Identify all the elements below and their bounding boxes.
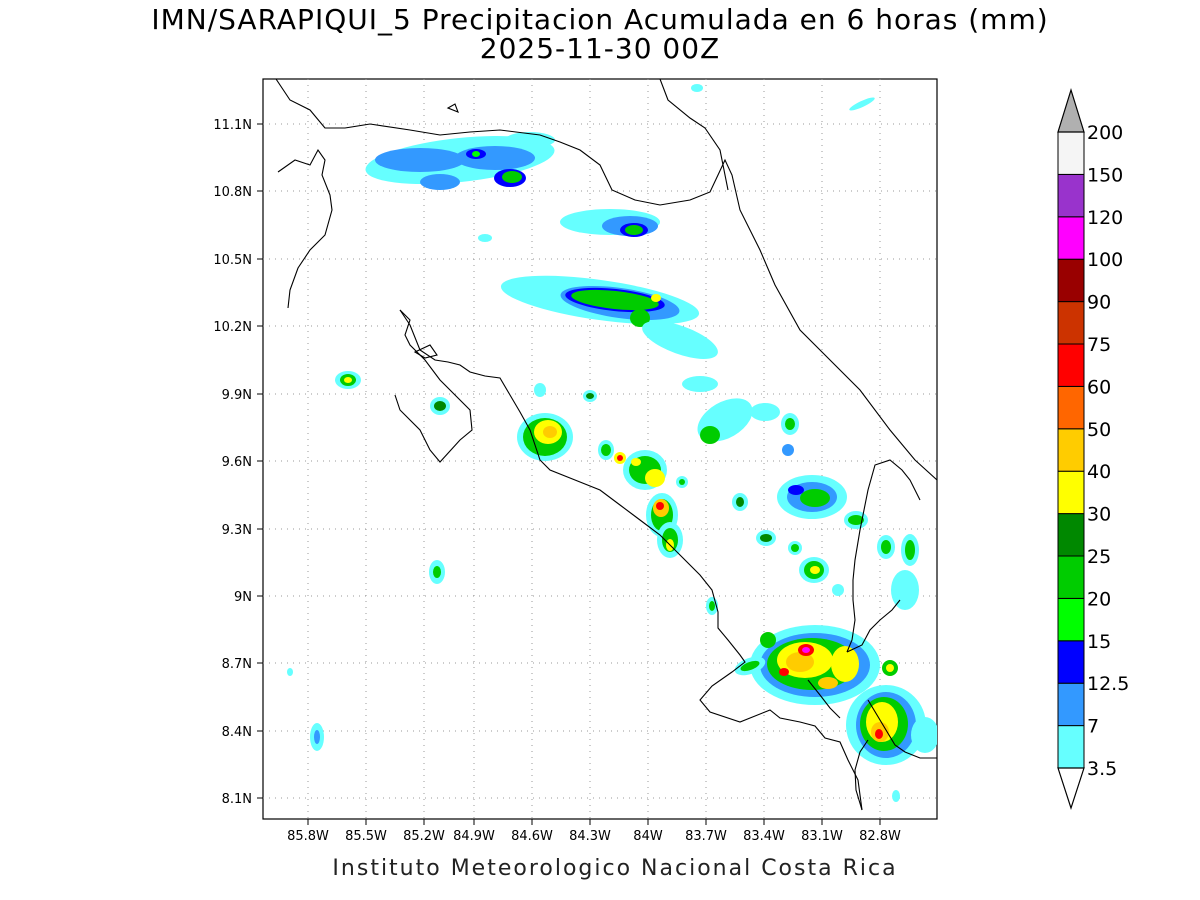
colorbar-label: 3.5	[1087, 758, 1117, 780]
colorbar-segment	[1057, 173, 1085, 218]
colorbar-segment	[1057, 725, 1085, 769]
lon-label: 83.1W	[801, 829, 843, 844]
colorbar-label: 7	[1087, 716, 1099, 738]
colorbar-segment	[1057, 258, 1085, 303]
colorbar-label: 20	[1087, 588, 1111, 610]
colorbar-label: 90	[1087, 292, 1111, 314]
lon-label: 84.6W	[511, 829, 553, 844]
footer-credit: Instituto Meteorologico Nacional Costa R…	[332, 856, 898, 881]
latitude-labels: 11.1N 10.8N 10.5N 10.2N 9.9N 9.6N 9.3N 9…	[213, 118, 252, 807]
colorbar-label: 15	[1087, 631, 1111, 653]
colorbar-label: 25	[1087, 546, 1111, 568]
lat-label: 9.6N	[222, 455, 252, 470]
longitude-labels: 85.8W 85.5W 85.2W 84.9W 84.6W 84.3W 84W …	[287, 829, 901, 844]
colorbar-segment	[1057, 216, 1085, 260]
colorbar-segment	[1057, 597, 1085, 642]
colorbar-segment	[1057, 682, 1085, 727]
lon-label: 82.8W	[859, 829, 901, 844]
colorbar-segments	[1057, 131, 1085, 769]
lon-label: 83.4W	[743, 829, 785, 844]
lat-label: 8.7N	[222, 657, 252, 672]
colorbar-segment	[1057, 428, 1085, 472]
lat-label: 11.1N	[213, 118, 252, 133]
colorbar-label: 50	[1087, 419, 1111, 441]
colorbar-segment	[1057, 555, 1085, 599]
colorbar-segment	[1057, 385, 1085, 430]
lat-label: 8.1N	[222, 792, 252, 807]
lat-label: 9N	[234, 590, 252, 605]
lat-label: 8.4N	[222, 725, 252, 740]
colorbar-label: 12.5	[1087, 673, 1129, 695]
axis-ticks	[257, 123, 881, 825]
precipitation-cells	[287, 84, 937, 802]
colorbar-segment	[1057, 513, 1085, 557]
colorbar-bottom-arrow	[1057, 767, 1085, 810]
lat-label: 10.8N	[213, 185, 252, 200]
lon-label: 84.9W	[453, 829, 495, 844]
colorbar-label: 200	[1087, 122, 1123, 144]
colorbar-label: 60	[1087, 376, 1111, 398]
colorbar-segment	[1057, 640, 1085, 684]
colorbar-labels: 3.5 7 12.5 15 20 25 30 40 50 60 75 90 100 120 150 200	[1087, 122, 1129, 780]
map-title: IMN/SARAPIQUI_5 Precipitacion Acumulada …	[151, 3, 1049, 36]
colorbar-label: 40	[1087, 461, 1111, 483]
colorbar-label: 150	[1087, 164, 1123, 186]
lat-label: 10.5N	[213, 253, 252, 268]
grid-lines	[263, 79, 937, 819]
colorbar-segment	[1057, 131, 1085, 175]
lon-label: 84.3W	[569, 829, 611, 844]
colorbar: 3.5 7 12.5 15 20 25 30 40 50 60 75 90 100 120 150 200	[1057, 87, 1129, 810]
colorbar-segment	[1057, 343, 1085, 387]
lat-label: 9.9N	[222, 388, 252, 403]
colorbar-label: 30	[1087, 504, 1111, 526]
colorbar-segment	[1057, 470, 1085, 515]
lat-label: 10.2N	[213, 320, 252, 335]
colorbar-label: 75	[1087, 334, 1111, 356]
map-subtitle: 2025-11-30 00Z	[479, 32, 721, 65]
lon-label: 83.7W	[685, 829, 727, 844]
lon-label: 85.8W	[287, 829, 329, 844]
lon-label: 85.2W	[403, 829, 445, 844]
lon-label: 85.5W	[345, 829, 387, 844]
lat-label: 9.3N	[222, 523, 252, 538]
colorbar-label: 120	[1087, 207, 1123, 229]
colorbar-segment	[1057, 301, 1085, 345]
colorbar-top-arrow	[1057, 87, 1085, 133]
lon-label: 84W	[633, 829, 663, 844]
coastlines	[275, 79, 937, 811]
colorbar-label: 100	[1087, 249, 1123, 271]
